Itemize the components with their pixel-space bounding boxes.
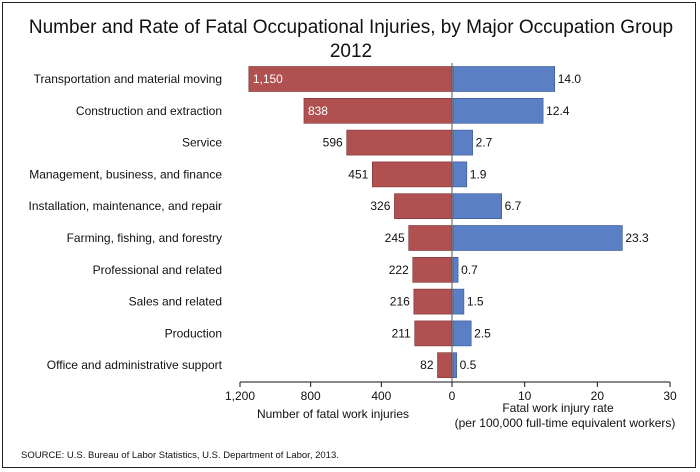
chart-subtitle: 2012 (330, 41, 372, 62)
category-labels: Transportation and material moving Constr… (29, 72, 223, 372)
category-label: Management, business, and finance (29, 167, 222, 181)
left-bar-value: 596 (323, 136, 343, 150)
category-label: Sales and related (129, 295, 222, 309)
left-bar (414, 320, 453, 347)
chart-frame: Number and Rate of Fatal Occupational In… (2, 2, 696, 468)
axes: 1,200 800 400 0 10 20 30 (225, 63, 677, 403)
left-bar (372, 161, 453, 188)
right-bar-value: 0.7 (461, 263, 478, 277)
left-bar-value: 82 (420, 358, 434, 372)
left-bar (408, 225, 453, 251)
left-bar (346, 129, 453, 156)
right-bar (452, 161, 468, 188)
category-label: Installation, maintenance, and repair (29, 199, 222, 213)
left-tick-label: 400 (371, 389, 391, 403)
left-bar (394, 193, 453, 219)
category-label: Farming, fishing, and forestry (67, 231, 222, 245)
right-bar-value: 12.4 (546, 104, 570, 118)
left-bar (303, 98, 453, 124)
left-bar (412, 257, 453, 283)
right-bar (452, 320, 472, 347)
category-label: Construction and extraction (76, 104, 222, 118)
right-bar (452, 129, 473, 156)
right-bar (452, 288, 465, 315)
right-tick-label: 10 (518, 389, 532, 403)
category-label: Service (182, 136, 222, 150)
category-label: Professional and related (93, 263, 222, 277)
left-bar-value: 1,150 (253, 72, 283, 86)
left-bar-value: 211 (392, 326, 411, 340)
left-bar-value: 222 (389, 263, 409, 277)
right-bar (452, 193, 502, 219)
category-label: Transportation and material moving (34, 72, 222, 86)
left-series-bars: 1,150 838 596 451 326 245 222 216 211 82 (248, 66, 453, 379)
right-bar (452, 225, 623, 251)
left-bar-value: 838 (308, 104, 328, 118)
chart-svg: Number and Rate of Fatal Occupational In… (21, 17, 677, 461)
chart-title: Number and Rate of Fatal Occupational In… (29, 17, 673, 38)
right-bar-value: 14.0 (558, 72, 582, 86)
left-bar-value: 245 (385, 231, 405, 245)
right-bar (452, 66, 556, 92)
right-bar (452, 352, 457, 379)
right-bar-value: 0.5 (460, 358, 477, 372)
right-tick-label: 20 (591, 389, 605, 403)
right-bar-value: 1.5 (467, 295, 484, 309)
source-note: SOURCE: U.S. Bureau of Labor Statistics,… (21, 450, 339, 461)
category-label: Office and administrative support (47, 358, 223, 372)
right-bar (452, 98, 544, 124)
right-bar-value: 6.7 (505, 199, 522, 213)
left-bar (248, 66, 453, 92)
right-bar (452, 257, 459, 283)
left-bar (413, 288, 453, 315)
right-tick-label: 30 (663, 389, 677, 403)
right-bar-value: 2.7 (476, 136, 493, 150)
right-bar-value: 2.5 (474, 326, 491, 340)
right-axis-title-line2: (per 100,000 full-time equivalent worker… (455, 416, 676, 430)
left-tick-label: 800 (301, 389, 321, 403)
left-axis-title: Number of fatal work injuries (257, 407, 409, 421)
left-tick-label: 1,200 (225, 389, 255, 403)
left-bar-value: 216 (390, 295, 410, 309)
right-axis-title-line1: Fatal work injury rate (502, 401, 614, 415)
left-bar-value: 451 (348, 167, 368, 181)
right-bar-value: 1.9 (470, 167, 487, 181)
category-label: Production (165, 326, 222, 340)
left-bar-value: 326 (370, 199, 390, 213)
right-series-bars: 14.0 12.4 2.7 1.9 6.7 23.3 0.7 1.5 2.5 0.5 (452, 66, 649, 379)
left-bar (437, 352, 453, 379)
left-tick-label: 0 (449, 389, 456, 403)
right-bar-value: 23.3 (625, 231, 649, 245)
